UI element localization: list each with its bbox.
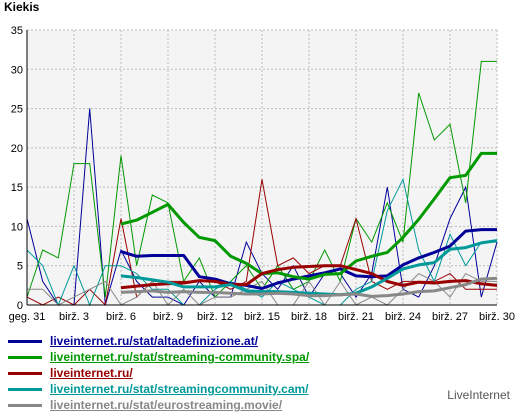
y-tick-label: 5 [17,261,23,273]
legend-swatch [8,355,42,359]
series-avg-line-1 [120,228,497,290]
legend-item[interactable]: liveinternet.ru/stat/streamingcommunity.… [8,381,309,397]
legend-item[interactable]: liveinternet.ru/stat/eurostreaming.movie… [8,397,309,413]
chart-title: Kiekis [4,0,40,14]
y-tick-label: 30 [11,64,23,76]
legend-swatch [8,371,42,375]
y-tick-label: 20 [11,143,23,155]
legend-item[interactable]: liveinternet.ru/ [8,365,309,381]
legend-label[interactable]: liveinternet.ru/stat/eurostreaming.movie… [50,398,283,412]
y-tick-label: 10 [11,221,23,233]
legend-item[interactable]: liveinternet.ru/stat/streaming-community… [8,349,309,365]
x-tick-label: birž. 12 [197,311,233,323]
legend-label[interactable]: liveinternet.ru/ [50,366,133,380]
x-tick-label: birž. 24 [385,311,421,323]
legend-item[interactable]: liveinternet.ru/stat/altadefinizione.at/ [8,333,309,349]
series-avg-line-5 [120,276,498,298]
x-tick-label: birž. 15 [244,311,280,323]
legend: liveinternet.ru/stat/altadefinizione.at/… [8,333,309,413]
series-line-4 [26,177,497,307]
legend-swatch [8,387,42,391]
x-tick-label: birž. 30 [479,311,515,323]
y-tick-label: 25 [11,104,23,116]
x-tick-label: birž. 21 [338,311,374,323]
x-tick-label: birž. 9 [153,311,183,323]
series-avg-line-4 [120,239,498,297]
legend-label[interactable]: liveinternet.ru/stat/streamingcommunity.… [50,382,309,396]
line-chart: 0 5 10 15 20 25 30 35 geg. 31 birž. 3 birž. 6 birž.… [9,25,515,323]
brand-label: LiveInternet [447,388,510,402]
y-tick-label: 35 [11,25,23,37]
x-tick-label: birž. 18 [291,311,327,323]
series-line-5 [27,272,497,306]
x-tick-label: birž. 27 [432,311,468,323]
x-tick-label: birž. 3 [59,311,89,323]
y-tick-label: 0 [17,300,23,312]
x-tick-label: birž. 6 [106,311,136,323]
legend-label[interactable]: liveinternet.ru/stat/altadefinizione.at/ [50,334,259,348]
series-avg-line-3 [120,264,498,290]
legend-swatch [8,339,42,343]
legend-swatch [8,403,42,407]
series-avg-line-2 [120,151,497,281]
y-tick-label: 15 [11,182,23,194]
x-tick-label: geg. 31 [9,311,46,323]
legend-label[interactable]: liveinternet.ru/stat/streaming-community… [50,350,310,364]
